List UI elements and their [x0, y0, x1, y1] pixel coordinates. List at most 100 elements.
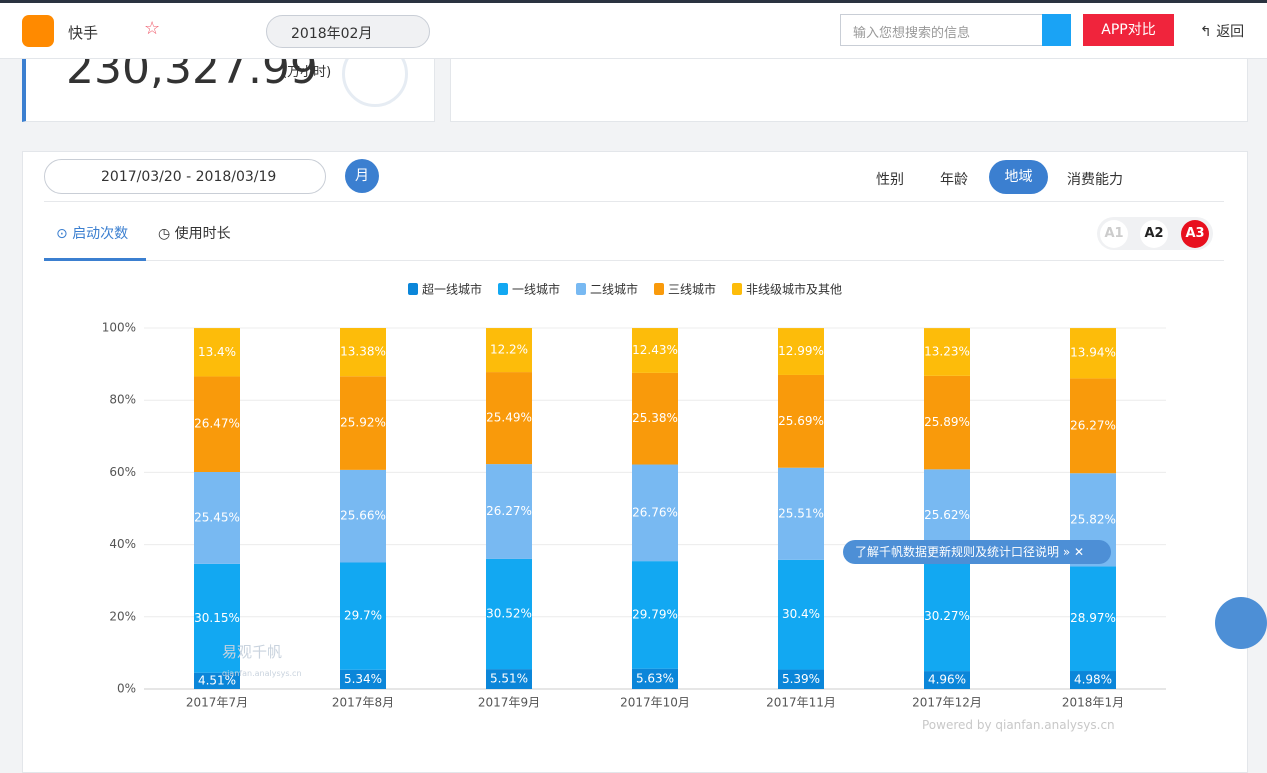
- data-label: 25.49%: [486, 411, 532, 425]
- data-label: 4.96%: [928, 673, 966, 687]
- bar-segment: [924, 328, 970, 376]
- legend-label: 三线城市: [668, 282, 716, 297]
- bar-segment: [1070, 566, 1116, 672]
- x-tick-label: 2017年10月: [620, 696, 690, 710]
- data-label: 29.7%: [344, 609, 382, 623]
- back-button[interactable]: ↰ 返回: [1200, 24, 1245, 40]
- footer-credit: Powered by qianfan.analysys.cn: [922, 718, 1115, 732]
- bar-segment: [632, 464, 678, 562]
- watermark-url: qianfan.analysys.cn: [222, 669, 302, 678]
- data-label: 30.15%: [194, 611, 240, 625]
- legend-label: 非线级城市及其他: [746, 282, 842, 297]
- data-label: 30.52%: [486, 607, 532, 621]
- bar-segment: [486, 558, 532, 670]
- data-label: 25.89%: [924, 415, 970, 429]
- data-label: 13.94%: [1070, 346, 1116, 360]
- bar-segment: [778, 467, 824, 560]
- bar-segment: [632, 668, 678, 689]
- data-label: 26.27%: [1070, 418, 1116, 432]
- top-stripe: [0, 0, 1267, 3]
- compare-text: APP对比: [1101, 22, 1156, 38]
- data-label: 13.4%: [198, 345, 236, 359]
- bar-segment: [1070, 671, 1116, 689]
- x-tick-label: 2017年12月: [912, 696, 982, 710]
- data-label: 30.4%: [782, 607, 820, 621]
- dimension-tab-active[interactable]: 地域: [989, 160, 1048, 194]
- bar-segment: [924, 671, 970, 689]
- x-tick-label: 2018年1月: [1062, 696, 1124, 710]
- metric-tab-text: 使用时长: [174, 226, 231, 242]
- bar-segment: [340, 328, 386, 377]
- compare-button[interactable]: APP对比: [1083, 14, 1174, 46]
- month-picker[interactable]: 2018年02月: [266, 15, 430, 48]
- metric-tab[interactable]: ⊙ 启动次数: [56, 226, 129, 242]
- bar-segment: [778, 328, 824, 375]
- tooltip-text: 了解千帆数据更新规则及统计口径说明: [855, 545, 1060, 559]
- y-tick-label: 20%: [109, 609, 136, 623]
- period-button[interactable]: 月: [345, 159, 379, 193]
- legend-swatch: [732, 283, 742, 295]
- tooltip-banner[interactable]: 了解千帆数据更新规则及统计口径说明 » ✕: [843, 540, 1111, 564]
- legend-swatch: [654, 283, 664, 295]
- divider: [44, 260, 1224, 261]
- data-label: 30.27%: [924, 609, 970, 623]
- legend-swatch: [498, 283, 508, 295]
- data-label: 5.51%: [490, 672, 528, 686]
- data-label: 4.98%: [1074, 673, 1112, 687]
- floating-menu-button[interactable]: [1215, 597, 1267, 649]
- x-tick-label: 2017年9月: [478, 696, 540, 710]
- app-icon: [22, 15, 54, 47]
- bar-segment: [778, 669, 824, 689]
- watermark: 易观千帆 qianfan.analysys.cn: [222, 641, 302, 680]
- header: 快手 ☆ 2018年02月 输入您想搜索的信息 APP对比 ↰ 返回: [0, 3, 1267, 59]
- back-text: 返回: [1216, 24, 1245, 40]
- dimension-tab[interactable]: 消费能力: [1067, 172, 1123, 188]
- summary-unit: (万小时): [282, 65, 332, 80]
- data-label: 13.23%: [924, 344, 970, 358]
- bar-segment: [194, 472, 240, 564]
- date-range-picker[interactable]: 2017/03/20 - 2018/03/19: [44, 159, 326, 194]
- x-tick-label: 2017年7月: [186, 696, 248, 710]
- level-switch: A1 A2 A3: [1097, 217, 1213, 250]
- legend-label: 二线城市: [590, 282, 638, 297]
- data-label: 25.45%: [194, 510, 240, 524]
- metric-tab-text: 启动次数: [72, 226, 129, 242]
- dimension-tab-text: 地域: [1004, 169, 1033, 185]
- bar-segment: [924, 375, 970, 470]
- bar-segment: [340, 469, 386, 563]
- bar-segment: [194, 672, 240, 689]
- legend-swatch: [576, 283, 586, 295]
- y-tick-label: 60%: [109, 465, 136, 479]
- data-label: 25.82%: [1070, 512, 1116, 526]
- x-tick-label: 2017年8月: [332, 696, 394, 710]
- bar-segment: [340, 669, 386, 689]
- search-button[interactable]: [1042, 14, 1071, 46]
- y-tick-label: 80%: [109, 393, 136, 407]
- legend-label: 超一线城市: [422, 282, 482, 297]
- level-button[interactable]: A2: [1140, 220, 1168, 248]
- search-placeholder: 输入您想搜索的信息: [853, 26, 971, 41]
- data-label: 25.62%: [924, 508, 970, 522]
- legend-label: 一线城市: [512, 282, 560, 297]
- bar-segment: [632, 372, 678, 465]
- bar-segment: [340, 376, 386, 470]
- period-text: 月: [355, 168, 369, 184]
- bar-segment: [778, 374, 824, 468]
- metric-tab[interactable]: ◷ 使用时长: [158, 226, 231, 242]
- data-label: 12.2%: [490, 343, 528, 357]
- active-tab-underline: [44, 258, 146, 261]
- dimension-tab[interactable]: 性别: [876, 172, 904, 188]
- y-tick-label: 100%: [102, 321, 136, 335]
- favorite-star[interactable]: ☆: [144, 18, 161, 39]
- bar-segment: [632, 561, 678, 669]
- data-label: 25.38%: [632, 411, 678, 425]
- level-button[interactable]: A1: [1100, 220, 1128, 248]
- bar-segment: [632, 328, 678, 373]
- bar-segment: [340, 562, 386, 670]
- search-input[interactable]: 输入您想搜索的信息: [840, 14, 1043, 46]
- bar-segment: [1070, 378, 1116, 474]
- dimension-tab[interactable]: 年龄: [940, 172, 968, 188]
- level-button[interactable]: A3: [1181, 220, 1209, 248]
- data-label: 25.66%: [340, 509, 386, 523]
